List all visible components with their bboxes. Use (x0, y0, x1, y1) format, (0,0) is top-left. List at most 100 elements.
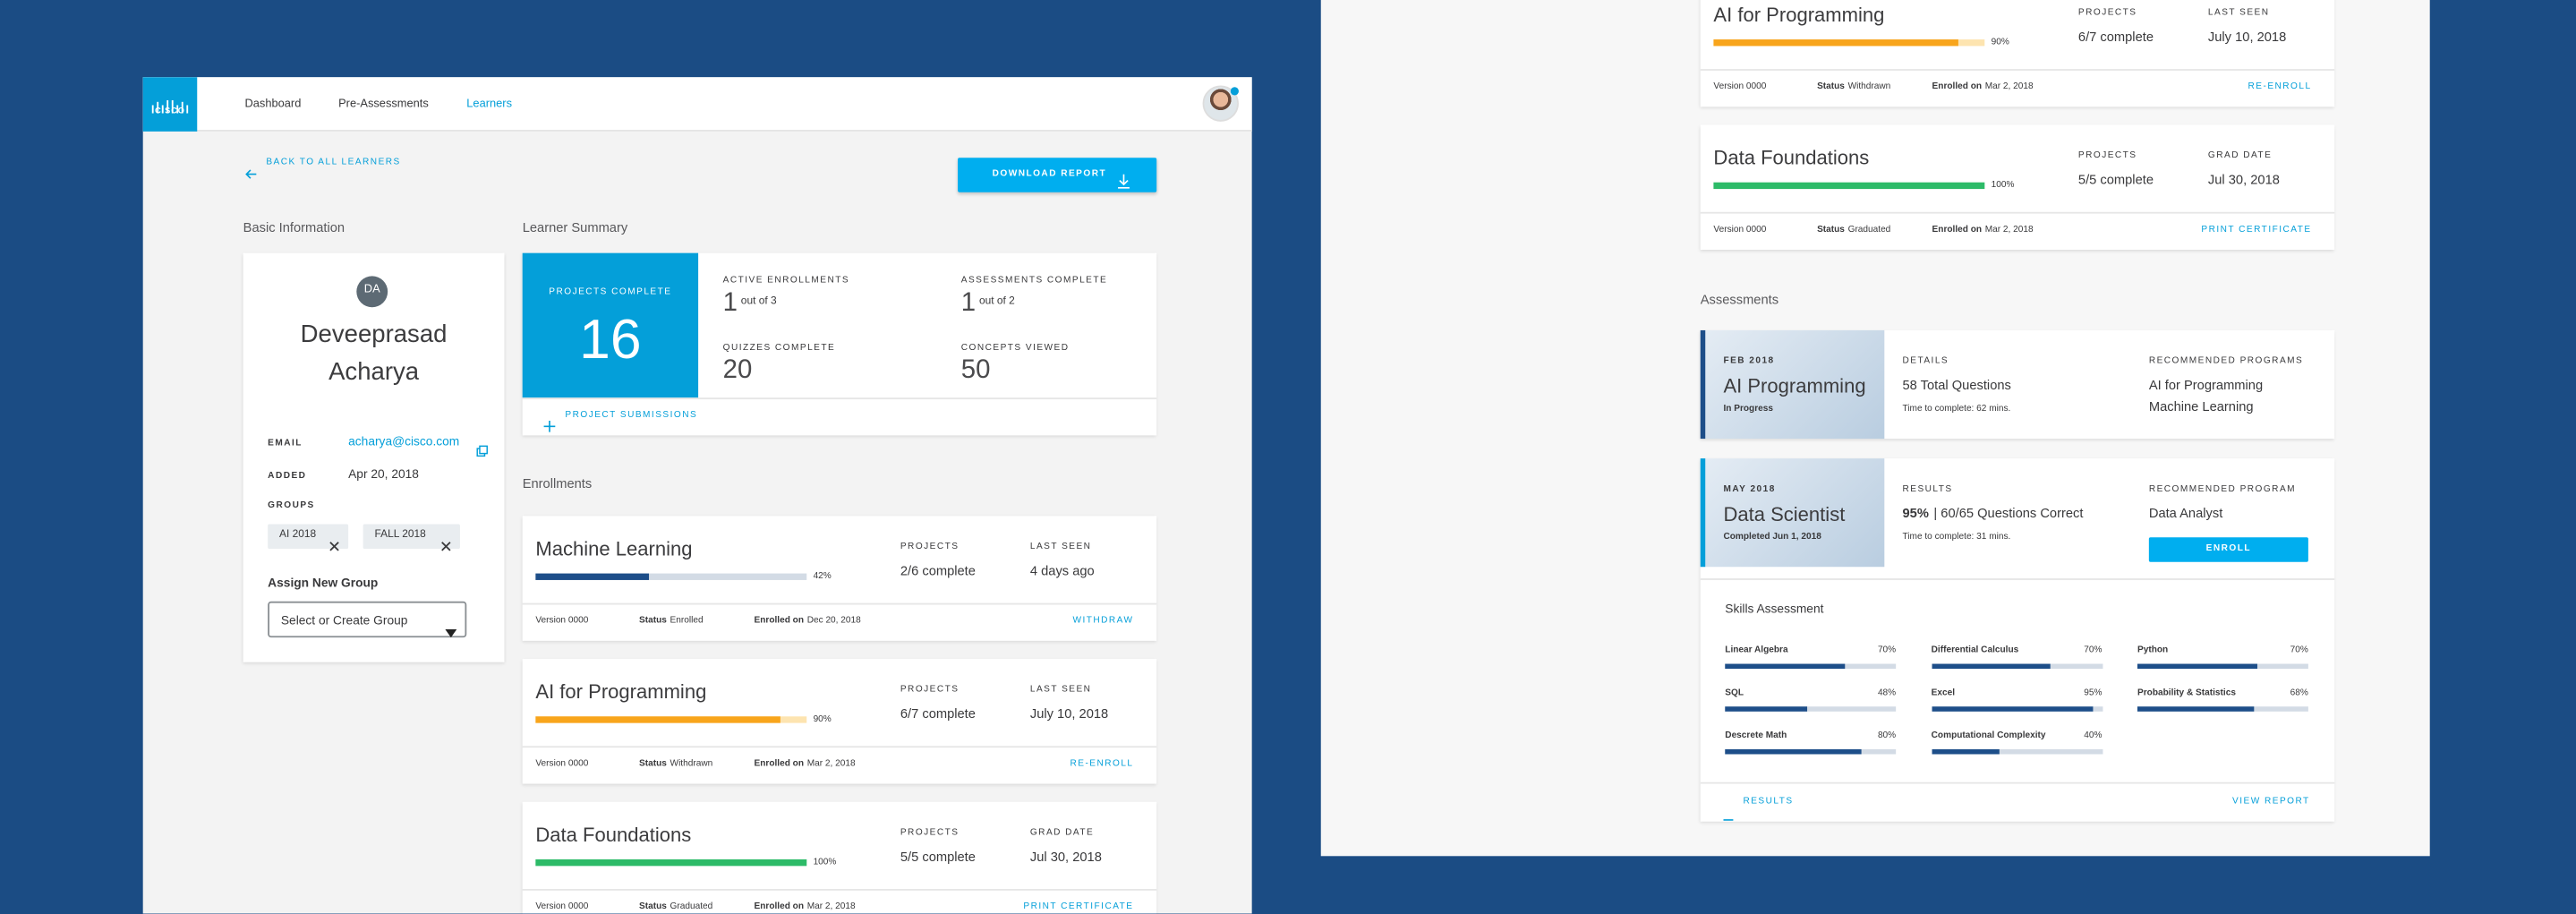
stat-label: ACTIVE ENROLLMENTS (722, 275, 850, 286)
skill-name: Descrete Math (1725, 730, 1787, 741)
assessment-card: FEB 2018 AI Programming In Progress DETAILS… (1700, 329, 2335, 440)
version: Version 0000 (535, 758, 589, 769)
initials-avatar: DA (356, 276, 388, 308)
enrolled-on: Enrolled on Mar 2, 2018 (754, 901, 856, 911)
field-label: ADDED (268, 470, 307, 481)
skill-name: Computational Complexity (1931, 730, 2046, 741)
group-name: AI 2018 (279, 529, 317, 542)
enrolled-date: Dec 20, 2018 (806, 615, 861, 626)
nav-item[interactable]: Dashboard (244, 98, 302, 110)
summary-divider (522, 397, 1157, 400)
copy-icon-svg (476, 445, 488, 457)
status-value: Graduated (670, 901, 713, 911)
progress-fill (1725, 663, 1845, 669)
enrollment-card: Data Foundations 100% PROJECTS 5/5 complete… (522, 801, 1157, 914)
progress-fill (2137, 663, 2257, 669)
card-action[interactable]: PRINT CERTIFICATE (2201, 224, 2312, 235)
progress-fill (1931, 706, 2094, 711)
back-link[interactable]: BACK TO ALL LEARNERS (266, 157, 401, 167)
chip-remove (328, 531, 340, 551)
download-icon-svg (1118, 174, 1130, 189)
assessment-badge: MAY 2018 Data Scientist Completed Jun 1, 2… (1700, 458, 1885, 568)
version: Version 0000 (1713, 81, 1767, 91)
skill-value: 70% (1877, 645, 1897, 655)
card-action[interactable]: WITHDRAW (1072, 615, 1134, 626)
basic-info-card: DA Deveeprasad Acharya EMAIL acharya@cisco.c… (243, 252, 505, 662)
card-divider (1700, 782, 2335, 784)
top-nav: CISCO Dashboard Pre-Assessments Learners (142, 77, 1252, 132)
group-select[interactable]: Select or Create Group (268, 601, 467, 638)
col-label: GRAD DATE (2207, 150, 2273, 161)
select-caret-svg (445, 628, 457, 638)
col-value: 2/6 complete (900, 563, 976, 579)
progress-fill (1725, 706, 1807, 711)
download-icon (1117, 167, 1130, 189)
col-label: RECOMMENDED PROGRAM (2148, 483, 2297, 494)
summary-link[interactable]: PROJECT SUBMISSIONS (565, 410, 698, 422)
skill-value: 70% (2290, 645, 2308, 655)
avatar-status (1230, 87, 1239, 96)
stat-value: 20 (722, 356, 753, 385)
progress-track (535, 573, 807, 580)
initials: DA (363, 284, 380, 296)
card-action[interactable]: RE-ENROLL (1070, 758, 1134, 769)
report-link[interactable]: VIEW REPORT (2232, 796, 2310, 807)
back-arrow (244, 158, 258, 179)
skill-name: Differential Calculus (1931, 645, 2019, 655)
projects-label: PROJECTS COMPLETE (549, 286, 672, 297)
col-value: July 10, 2018 (2207, 30, 2287, 45)
progress-fill (1713, 182, 1985, 189)
card-divider (1700, 211, 2335, 214)
download-button[interactable]: DOWNLOAD REPORT (958, 158, 1157, 192)
course-title: Machine Learning (535, 537, 693, 560)
nav-item[interactable]: Learners (466, 98, 513, 110)
group-chip: AI 2018 (268, 524, 349, 551)
version: Version 0000 (1713, 224, 1767, 235)
chip-remove-svg (441, 542, 451, 551)
skill-name: Probability & Statistics (2137, 688, 2236, 698)
progress-track (1725, 706, 1897, 711)
col-value: 6/7 complete (900, 706, 976, 722)
chip-remove (440, 531, 452, 551)
assessment-badge: FEB 2018 AI Programming In Progress (1700, 329, 1885, 440)
col-value: 5/5 complete (2077, 172, 2154, 188)
enrollment-card: AI for Programming 90% PROJECTS 6/7 complet… (1700, 0, 2335, 107)
status-value: Withdrawn (670, 758, 713, 769)
stat-suffix: out of 3 (740, 295, 777, 308)
col-value: 5/5 complete (900, 849, 976, 865)
section-heading: Enrollments (522, 476, 593, 491)
back-arrow-svg (245, 169, 257, 179)
skill-value: 48% (1877, 688, 1897, 698)
card-divider (522, 602, 1157, 605)
nav-item[interactable]: Pre-Assessments (338, 98, 429, 110)
enrolled-date: Mar 2, 2018 (1984, 81, 2034, 91)
field-label: EMAIL (268, 438, 303, 448)
results-link[interactable]: RESULTS (1743, 796, 1794, 807)
assign-label: Assign New Group (268, 575, 379, 591)
course-title: AI for Programming (1713, 3, 1885, 27)
learner-name: Acharya (328, 357, 420, 386)
field-value[interactable]: acharya@cisco.com (348, 434, 460, 449)
progress-label: 100% (1991, 180, 2015, 191)
card-divider (522, 889, 1157, 891)
stat-label: CONCEPTS VIEWED (960, 342, 1070, 353)
card-action[interactable]: RE-ENROLL (2248, 81, 2312, 91)
version: Version 0000 (535, 901, 589, 911)
enroll-button[interactable]: ENROLL (2148, 537, 2308, 562)
progress-label: 100% (813, 857, 837, 867)
status: Status Graduated (639, 901, 713, 911)
col-value: Jul 30, 2018 (2207, 172, 2280, 188)
course-title: AI for Programming (535, 679, 707, 704)
progress-label: 90% (1991, 37, 2009, 47)
section-heading: Learner Summary (522, 219, 628, 235)
progress-fill (535, 573, 650, 580)
logo-text: CISCO (155, 107, 185, 117)
field-label: GROUPS (268, 500, 315, 511)
course-title: Data Foundations (1713, 146, 1870, 170)
enrollment-card: Machine Learning 42% PROJECTS 2/6 complete L… (522, 516, 1157, 641)
logo-bars (151, 92, 189, 114)
skill-name: Python (2137, 645, 2169, 655)
card-action[interactable]: PRINT CERTIFICATE (1023, 901, 1134, 911)
badge-divider (1700, 578, 2335, 580)
